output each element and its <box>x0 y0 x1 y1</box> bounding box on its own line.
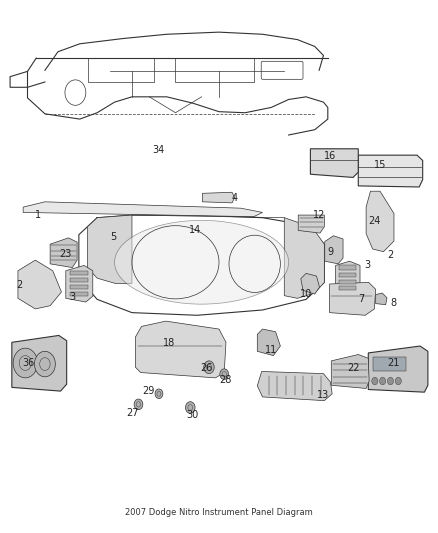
Text: 2007 Dodge Nitro Instrument Panel Diagram: 2007 Dodge Nitro Instrument Panel Diagra… <box>125 508 313 517</box>
Polygon shape <box>366 191 394 252</box>
Bar <box>70 271 88 275</box>
Bar <box>70 292 88 296</box>
Circle shape <box>185 402 195 414</box>
Polygon shape <box>358 155 423 187</box>
Bar <box>339 273 356 277</box>
Text: 26: 26 <box>201 364 213 373</box>
Text: 23: 23 <box>60 249 72 259</box>
Text: 14: 14 <box>189 225 201 236</box>
Text: 2: 2 <box>387 250 393 260</box>
Bar <box>339 265 356 270</box>
Polygon shape <box>368 346 428 392</box>
Circle shape <box>380 377 386 385</box>
Polygon shape <box>325 236 343 264</box>
Text: 16: 16 <box>324 151 336 161</box>
Circle shape <box>388 377 393 385</box>
Polygon shape <box>135 321 226 378</box>
Polygon shape <box>284 217 324 298</box>
Bar <box>70 278 88 282</box>
Bar <box>373 357 406 372</box>
Polygon shape <box>50 238 77 268</box>
Bar <box>339 286 356 290</box>
Text: 5: 5 <box>110 232 117 243</box>
Polygon shape <box>331 354 369 389</box>
Circle shape <box>372 377 378 385</box>
Text: 13: 13 <box>317 390 329 400</box>
Text: 29: 29 <box>142 386 155 396</box>
Polygon shape <box>336 261 360 294</box>
Bar <box>70 285 88 289</box>
Polygon shape <box>66 265 93 302</box>
Circle shape <box>220 369 229 379</box>
Text: 8: 8 <box>390 297 396 308</box>
Text: 12: 12 <box>313 209 325 220</box>
Ellipse shape <box>115 220 289 304</box>
Text: 4: 4 <box>231 192 237 203</box>
Polygon shape <box>329 282 376 316</box>
Text: 28: 28 <box>219 375 232 385</box>
Circle shape <box>13 348 38 378</box>
Polygon shape <box>18 260 61 309</box>
Text: 36: 36 <box>22 358 35 368</box>
Bar <box>339 280 356 284</box>
Text: 11: 11 <box>265 345 277 356</box>
Polygon shape <box>88 215 132 284</box>
Polygon shape <box>202 192 235 203</box>
Polygon shape <box>301 273 320 294</box>
Text: 21: 21 <box>387 358 399 368</box>
Text: 22: 22 <box>347 364 359 373</box>
Polygon shape <box>298 215 324 233</box>
Circle shape <box>395 377 401 385</box>
Text: 9: 9 <box>327 247 333 257</box>
Circle shape <box>204 361 214 374</box>
Text: 27: 27 <box>127 408 139 418</box>
Text: 15: 15 <box>374 160 386 169</box>
Text: 10: 10 <box>300 289 312 299</box>
Polygon shape <box>257 329 280 356</box>
Text: 3: 3 <box>364 261 370 270</box>
Text: 34: 34 <box>152 145 164 155</box>
Polygon shape <box>12 335 67 391</box>
Text: 2: 2 <box>17 279 23 289</box>
Polygon shape <box>311 149 358 177</box>
Polygon shape <box>257 372 332 401</box>
Text: 18: 18 <box>163 338 175 349</box>
Text: 7: 7 <box>358 294 364 304</box>
Polygon shape <box>376 293 387 305</box>
Text: 1: 1 <box>35 210 42 220</box>
Text: 24: 24 <box>369 216 381 227</box>
Circle shape <box>155 389 163 399</box>
Text: 3: 3 <box>69 292 75 302</box>
Circle shape <box>35 351 55 377</box>
Text: 30: 30 <box>186 410 198 420</box>
Circle shape <box>134 399 143 410</box>
Polygon shape <box>23 202 262 216</box>
